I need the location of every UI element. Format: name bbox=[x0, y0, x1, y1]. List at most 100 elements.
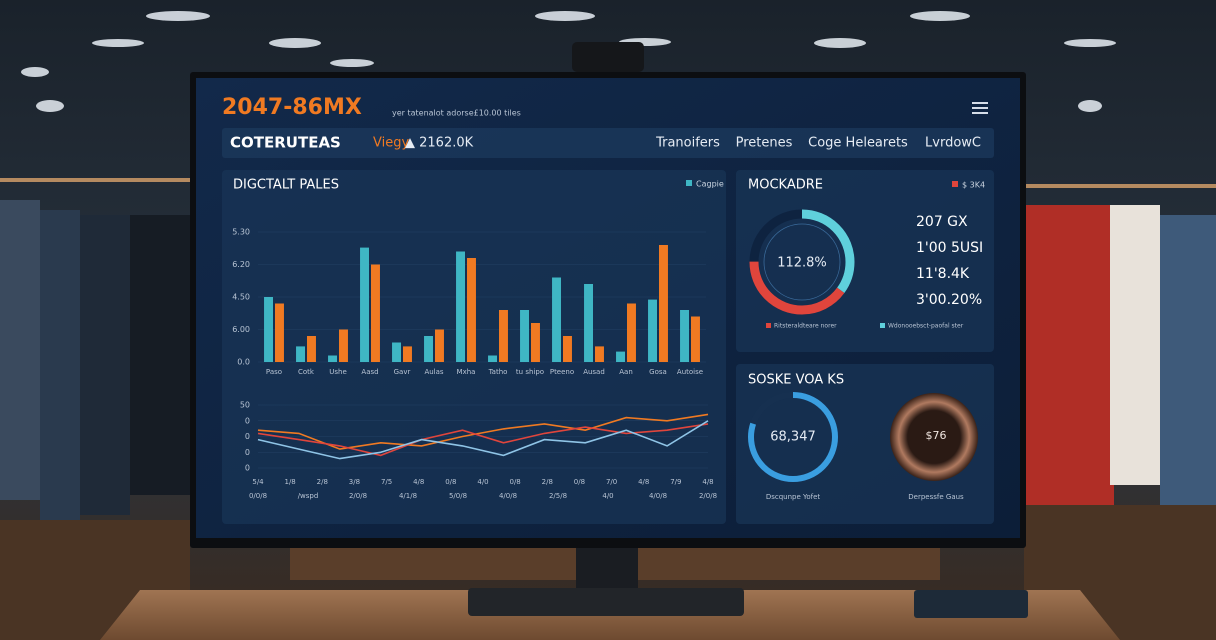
bar bbox=[552, 277, 561, 362]
donut-segment bbox=[749, 209, 855, 315]
bar bbox=[456, 251, 465, 362]
nav-bar bbox=[222, 128, 994, 158]
bar bbox=[691, 316, 700, 362]
x-tick-label: 0/0/8 bbox=[249, 492, 267, 500]
x-tick-label: 4/0/8 bbox=[649, 492, 667, 500]
x-tick-label: 4/0 bbox=[477, 478, 488, 486]
x-tick-label: 0/8 bbox=[574, 478, 585, 486]
x-tick-label: Aan bbox=[619, 368, 633, 376]
stat: 1'00 5USI bbox=[916, 240, 983, 256]
x-tick-label: 5/4 bbox=[252, 478, 264, 486]
x-tick-label: 2/0/8 bbox=[349, 492, 367, 500]
bar bbox=[296, 346, 305, 362]
x-tick-label: 0/8 bbox=[445, 478, 456, 486]
nav-link[interactable]: Tranoifers bbox=[655, 136, 720, 151]
nav-filter[interactable]: Viegy bbox=[373, 136, 409, 151]
legend-swatch bbox=[880, 323, 885, 328]
bar bbox=[392, 342, 401, 362]
brand: COTERUTEAS bbox=[230, 134, 341, 152]
y-tick-label: 0.0 bbox=[237, 358, 250, 367]
gauge-caption: Dscqunpe Yofet bbox=[766, 493, 821, 501]
bar bbox=[488, 355, 497, 362]
x-tick-label: 7/5 bbox=[381, 478, 392, 486]
x-tick-label: Pteeno bbox=[550, 368, 574, 376]
x-tick-label: 2/5/8 bbox=[549, 492, 567, 500]
nav-metric: ▲ 2162.0K bbox=[405, 136, 474, 151]
monitor-stand bbox=[576, 540, 638, 592]
x-tick-label: Gavr bbox=[394, 368, 411, 376]
bar bbox=[627, 303, 636, 362]
y-tick-label: 4.50 bbox=[232, 293, 250, 302]
panel-title: MOCKADRE bbox=[748, 178, 823, 193]
ceiling-lights bbox=[21, 11, 1116, 112]
header-title: 2047-86MX bbox=[222, 95, 362, 120]
gauge-label: 68,347 bbox=[770, 430, 816, 445]
bar bbox=[371, 264, 380, 362]
x-tick-label: 4/0/8 bbox=[499, 492, 517, 500]
legend-label: Cagpie bbox=[696, 180, 724, 189]
bar bbox=[307, 336, 316, 362]
x-tick-label: 5/0/8 bbox=[449, 492, 467, 500]
bar bbox=[275, 303, 284, 362]
device bbox=[914, 590, 1028, 618]
x-tick-label: Aasd bbox=[361, 368, 378, 376]
x-tick-label: 1/8 bbox=[285, 478, 296, 486]
legend-swatch bbox=[952, 181, 958, 187]
x-tick-label: 2/0/8 bbox=[699, 492, 717, 500]
x-tick-label: tu shipo bbox=[516, 368, 544, 376]
panel-title: DIGCTALT PALES bbox=[233, 178, 339, 193]
gauge-arc bbox=[748, 392, 838, 482]
y-tick-label: 5.30 bbox=[232, 228, 250, 237]
y-tick-label: 0 bbox=[245, 448, 250, 457]
bar bbox=[264, 297, 273, 362]
left-rack bbox=[0, 178, 192, 640]
legend-label: Wdonooebsct-paofal ster bbox=[888, 323, 964, 330]
donut-center: 112.8% bbox=[777, 256, 827, 271]
nav-link[interactable]: Pretenes bbox=[736, 136, 793, 151]
ring-label: $76 bbox=[926, 429, 947, 442]
x-tick-label: Aulas bbox=[424, 368, 443, 376]
y-tick-label: 0 bbox=[245, 432, 250, 441]
webcam bbox=[572, 42, 644, 72]
x-tick-label: Mxha bbox=[457, 368, 476, 376]
bar bbox=[328, 355, 337, 362]
legend-swatch bbox=[686, 180, 692, 186]
right-rack bbox=[1024, 184, 1216, 640]
menu-icon[interactable] bbox=[972, 102, 988, 114]
bar bbox=[563, 336, 572, 362]
x-tick-label: 4/8 bbox=[638, 478, 649, 486]
x-tick-label: 4/0 bbox=[602, 492, 613, 500]
stat: 11'8.4K bbox=[916, 266, 970, 282]
ring bbox=[890, 393, 978, 481]
x-tick-label: 2/8 bbox=[317, 478, 328, 486]
ring-caption: Derpessfe Gaus bbox=[908, 493, 964, 501]
bar bbox=[499, 310, 508, 362]
bar bbox=[531, 323, 540, 362]
legend-swatch bbox=[766, 323, 771, 328]
x-tick-label: Ausad bbox=[583, 368, 605, 376]
monitor-base bbox=[468, 588, 744, 616]
bar bbox=[360, 247, 369, 362]
bar bbox=[339, 329, 348, 362]
bar bbox=[584, 284, 593, 362]
y-tick-label: 0 bbox=[245, 416, 250, 425]
stat: 207 GX bbox=[916, 214, 968, 230]
bar bbox=[520, 310, 529, 362]
y-tick-label: 6.00 bbox=[232, 325, 250, 334]
nav-link[interactable]: LvrdowC bbox=[925, 136, 981, 151]
x-tick-label: 7/9 bbox=[670, 478, 681, 486]
x-tick-label: 7/0 bbox=[606, 478, 617, 486]
header-subtitle: yer tatenalot adorse£10.00 tiles bbox=[392, 109, 521, 118]
bar bbox=[595, 346, 604, 362]
x-tick-label: 4/1/8 bbox=[399, 492, 417, 500]
donut-segment bbox=[749, 209, 855, 315]
x-tick-label: 4/8 bbox=[413, 478, 424, 486]
bar bbox=[616, 351, 625, 362]
nav-link[interactable]: Coge Helearets bbox=[808, 136, 908, 151]
x-tick-label: Autoise bbox=[677, 368, 703, 376]
x-tick-label: Ushe bbox=[329, 368, 347, 376]
y-tick-label: 50 bbox=[240, 401, 250, 410]
bar bbox=[467, 258, 476, 362]
bar bbox=[435, 329, 444, 362]
